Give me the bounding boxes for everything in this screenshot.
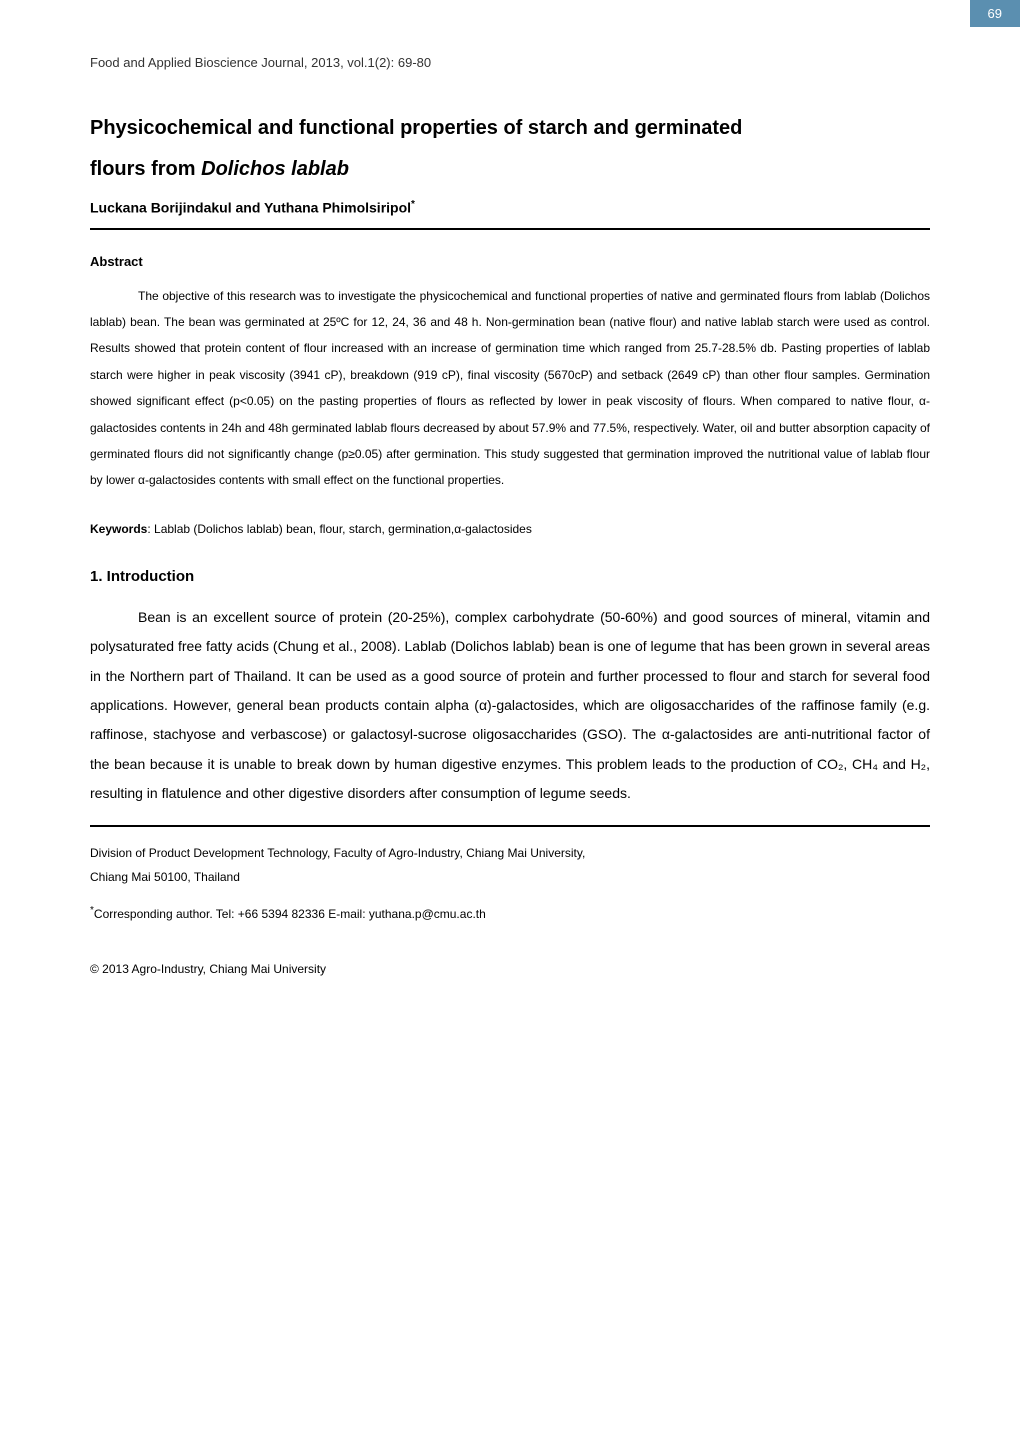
keywords-value: : Lablab (Dolichos lablab) bean, flour, … (147, 522, 531, 536)
page-content: Food and Applied Bioscience Journal, 201… (0, 0, 1020, 1016)
journal-header: Food and Applied Bioscience Journal, 201… (90, 55, 930, 70)
introduction-heading: 1. Introduction (90, 568, 930, 585)
authors: Luckana Borijindakul and Yuthana Phimols… (90, 199, 930, 216)
article-title-line1: Physicochemical and functional propertie… (90, 110, 930, 146)
intro-text: Bean is an excellent source of protein (… (90, 609, 930, 801)
author-names: Luckana Borijindakul and Yuthana Phimols… (90, 200, 411, 216)
corresponding-text: Corresponding author. Tel: +66 5394 8233… (94, 907, 486, 921)
author-superscript: * (411, 199, 415, 210)
corresponding-author: *Corresponding author. Tel: +66 5394 823… (90, 903, 930, 924)
title-prefix: flours from (90, 158, 201, 180)
affiliation-line2: Chiang Mai 50100, Thailand (90, 865, 930, 889)
keywords-line: Keywords: Lablab (Dolichos lablab) bean,… (90, 522, 930, 536)
copyright: © 2013 Agro-Industry, Chiang Mai Univers… (90, 962, 930, 976)
bottom-divider (90, 825, 930, 827)
page-number: 69 (988, 6, 1002, 21)
article-title-line2: flours from Dolichos lablab (90, 158, 930, 181)
top-divider (90, 228, 930, 230)
abstract-text: The objective of this research was to in… (90, 289, 930, 488)
affiliation: Division of Product Development Technolo… (90, 841, 930, 889)
keywords-label: Keywords (90, 522, 147, 536)
abstract-heading: Abstract (90, 254, 930, 269)
introduction-body: Bean is an excellent source of protein (… (90, 603, 930, 809)
title-italic: Dolichos lablab (201, 158, 349, 180)
affiliation-line1: Division of Product Development Technolo… (90, 841, 930, 865)
page-number-tab: 69 (970, 0, 1020, 27)
abstract-body: The objective of this research was to in… (90, 283, 930, 494)
